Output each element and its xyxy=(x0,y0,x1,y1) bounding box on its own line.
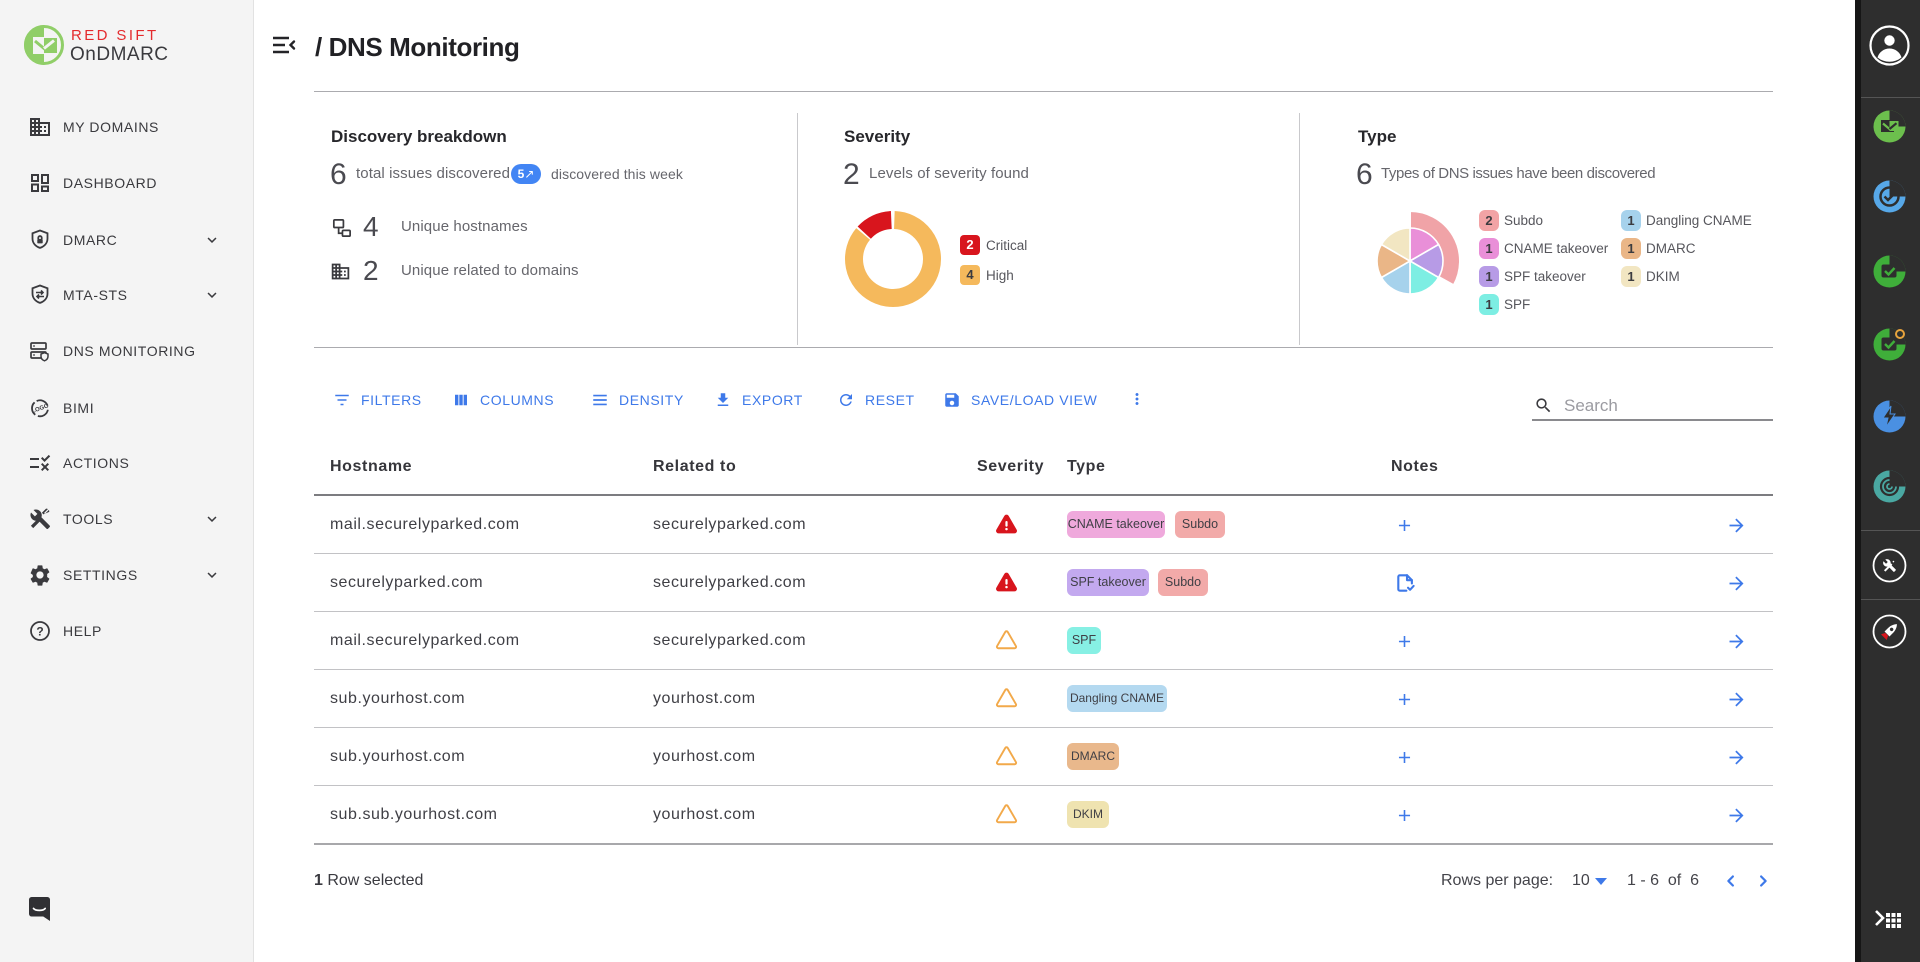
svg-text:LOGO: LOGO xyxy=(31,403,50,415)
svg-text:?: ? xyxy=(36,625,43,639)
